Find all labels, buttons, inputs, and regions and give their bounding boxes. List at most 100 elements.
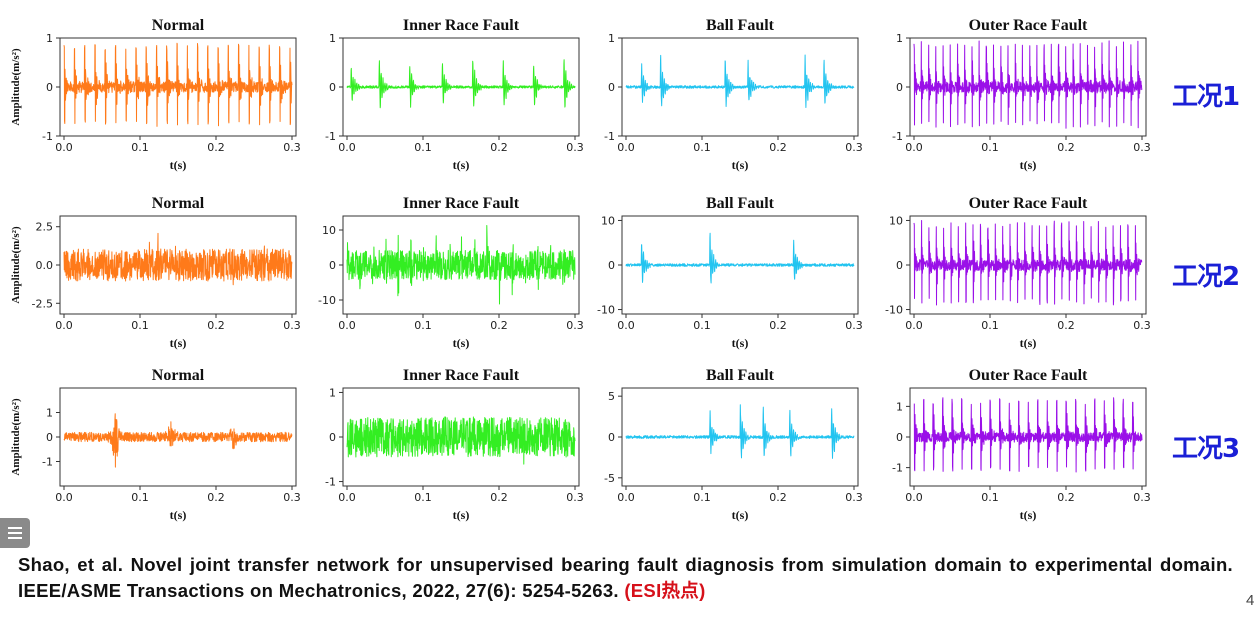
series-line (63, 413, 293, 468)
y-tick-label: 1 (46, 32, 53, 45)
x-tick-label: 0.2 (1057, 491, 1075, 504)
x-tick-label: 0.0 (905, 319, 923, 332)
chart-2-inner-race-fault: Inner Race Fault 0.0 0.1 0.2 0.3 -10 0 10 t(s) (318, 195, 584, 350)
x-tick-label: 0.1 (131, 491, 149, 504)
x-axis-label: t(s) (453, 508, 470, 522)
x-axis-label: t(s) (453, 336, 470, 350)
y-tick-label: 0 (896, 81, 903, 94)
series-line (63, 42, 293, 127)
x-tick-label: 0.3 (283, 319, 301, 332)
x-axis-label: t(s) (732, 158, 749, 172)
condition-label-2: 工况2 (1172, 262, 1240, 292)
y-tick-label: 0 (329, 81, 336, 94)
series-line (625, 404, 855, 459)
chart-title: Normal (152, 17, 205, 34)
x-tick-label: 0.0 (338, 491, 356, 504)
chart-3-normal: Normal 0.0 0.1 0.2 0.3 -1 0 1 t(s) Amplitude(m/s²… (10, 367, 301, 522)
y-tick-label: -2.5 (32, 297, 53, 310)
chart-title: Ball Fault (706, 17, 775, 34)
x-tick-label: 0.1 (414, 491, 432, 504)
x-tick-label: 0.3 (845, 491, 863, 504)
page-number: 4 (1246, 592, 1255, 609)
chart-1-inner-race-fault: Inner Race Fault 0.0 0.1 0.2 0.3 -1 0 1 t(s) (325, 17, 584, 172)
y-tick-label: 0.0 (36, 259, 54, 272)
x-tick-label: 0.1 (693, 319, 711, 332)
x-tick-label: 0.0 (905, 141, 923, 154)
x-tick-label: 0.3 (566, 141, 584, 154)
x-tick-label: 0.2 (490, 141, 508, 154)
y-tick-label: 0 (608, 431, 615, 444)
y-tick-label: 1 (46, 407, 53, 420)
y-tick-label: 10 (322, 224, 336, 237)
citation-text: Shao, et al. Novel joint transfer networ… (18, 554, 1233, 601)
x-tick-label: 0.1 (981, 491, 999, 504)
x-tick-label: 0.1 (414, 141, 432, 154)
x-tick-label: 0.0 (617, 491, 635, 504)
x-tick-label: 0.3 (566, 319, 584, 332)
citation: Shao, et al. Novel joint transfer networ… (18, 552, 1233, 604)
x-tick-label: 0.0 (338, 319, 356, 332)
y-tick-label: -1 (325, 130, 336, 143)
chart-title: Outer Race Fault (969, 17, 1088, 34)
y-axis-label: Amplitude(m/s²) (10, 226, 22, 304)
chart-2-ball-fault: Ball Fault 0.0 0.1 0.2 0.3 -10 0 10 t(s) (597, 195, 863, 350)
y-tick-label: -5 (604, 472, 615, 485)
x-axis-label: t(s) (732, 336, 749, 350)
chart-1-outer-race-fault: Outer Race Fault 0.0 0.1 0.2 0.3 -1 0 1 t(s) (892, 17, 1151, 172)
y-tick-label: 0 (896, 431, 903, 444)
y-tick-label: -10 (318, 294, 336, 307)
y-tick-label: -1 (892, 462, 903, 475)
citation-tag: (ESI热点) (624, 580, 706, 601)
y-tick-label: 0 (46, 81, 53, 94)
x-tick-label: 0.2 (769, 491, 787, 504)
y-tick-label: 10 (601, 214, 615, 227)
condition-label-3: 工况3 (1172, 434, 1240, 464)
y-tick-label: -1 (892, 130, 903, 143)
x-tick-label: 0.3 (566, 491, 584, 504)
chart-title: Outer Race Fault (969, 367, 1088, 384)
chart-1-ball-fault: Ball Fault 0.0 0.1 0.2 0.3 -1 0 1 t(s) (604, 17, 863, 172)
series-line (625, 232, 855, 284)
x-tick-label: 0.3 (1133, 491, 1151, 504)
y-tick-label: 10 (889, 214, 903, 227)
chart-title: Normal (152, 367, 205, 384)
x-tick-label: 0.1 (981, 319, 999, 332)
condition-label-1: 工况1 (1172, 82, 1240, 112)
y-tick-label: 1 (329, 386, 336, 399)
series-line (625, 54, 855, 108)
menu-icon[interactable] (0, 518, 30, 548)
y-tick-label: 1 (896, 32, 903, 45)
x-axis-label: t(s) (453, 158, 470, 172)
chart-title: Ball Fault (706, 367, 775, 384)
y-axis-label: Amplitude(m/s²) (10, 48, 22, 126)
x-axis-label: t(s) (170, 508, 187, 522)
x-tick-label: 0.0 (617, 141, 635, 154)
x-tick-label: 0.2 (207, 491, 225, 504)
x-tick-label: 0.3 (1133, 319, 1151, 332)
x-tick-label: 0.2 (1057, 141, 1075, 154)
series-line (913, 40, 1143, 129)
y-tick-label: 0 (608, 81, 615, 94)
x-tick-label: 0.0 (55, 319, 73, 332)
y-tick-label: 0 (46, 431, 53, 444)
x-tick-label: 0.1 (981, 141, 999, 154)
series-line (346, 416, 576, 465)
y-tick-label: 0 (329, 259, 336, 272)
y-tick-label: 1 (608, 32, 615, 45)
x-tick-label: 0.2 (769, 141, 787, 154)
x-axis-label: t(s) (732, 508, 749, 522)
x-axis-label: t(s) (170, 158, 187, 172)
x-tick-label: 0.0 (55, 141, 73, 154)
x-tick-label: 0.1 (131, 141, 149, 154)
series-line (346, 59, 576, 109)
y-tick-label: -1 (325, 476, 336, 489)
x-tick-label: 0.2 (769, 319, 787, 332)
x-tick-label: 0.2 (1057, 319, 1075, 332)
x-tick-label: 0.3 (845, 141, 863, 154)
y-tick-label: -10 (597, 304, 615, 317)
series-line (63, 232, 293, 286)
y-tick-label: 1 (896, 400, 903, 413)
x-tick-label: 0.3 (283, 491, 301, 504)
y-tick-label: 0 (608, 259, 615, 272)
